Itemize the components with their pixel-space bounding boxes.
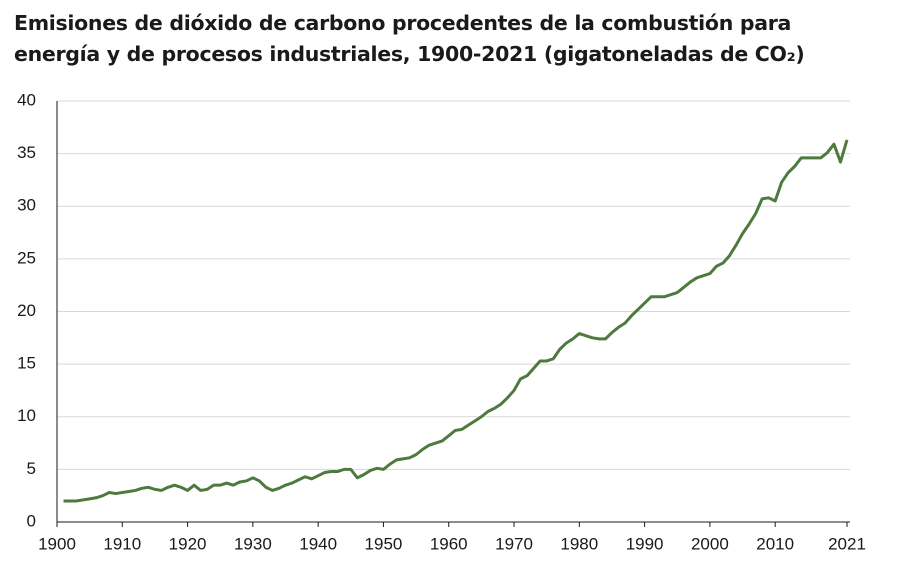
x-tick-label: 1970 — [495, 534, 533, 553]
chart-title: Emisiones de dióxido de carbono proceden… — [14, 11, 805, 66]
y-tick-label: 30 — [17, 196, 36, 215]
x-tick-label: 1920 — [169, 534, 207, 553]
x-tick-label: 1940 — [299, 534, 337, 553]
x-tick-label: 1990 — [626, 534, 664, 553]
x-tick-label: 1960 — [430, 534, 468, 553]
x-tick-label: 2010 — [756, 534, 794, 553]
x-tick-label: 1930 — [234, 534, 272, 553]
y-tick-label: 40 — [17, 90, 36, 109]
x-tick-label: 1900 — [38, 534, 76, 553]
x-tick-label: 2000 — [691, 534, 729, 553]
y-tick-label: 20 — [17, 301, 36, 320]
y-tick-label: 35 — [17, 143, 36, 162]
x-tick-label: 2021 — [828, 534, 866, 553]
y-tick-label: 15 — [17, 354, 36, 373]
x-tick-label: 1910 — [103, 534, 141, 553]
x-tick-label: 1980 — [560, 534, 598, 553]
line — [63, 139, 849, 503]
y-tick-label: 5 — [27, 459, 36, 478]
x-tick-label: 1950 — [365, 534, 403, 553]
y-tick-label: 0 — [27, 511, 36, 530]
y-tick-label: 25 — [17, 248, 36, 267]
y-tick-label: 10 — [17, 406, 36, 425]
